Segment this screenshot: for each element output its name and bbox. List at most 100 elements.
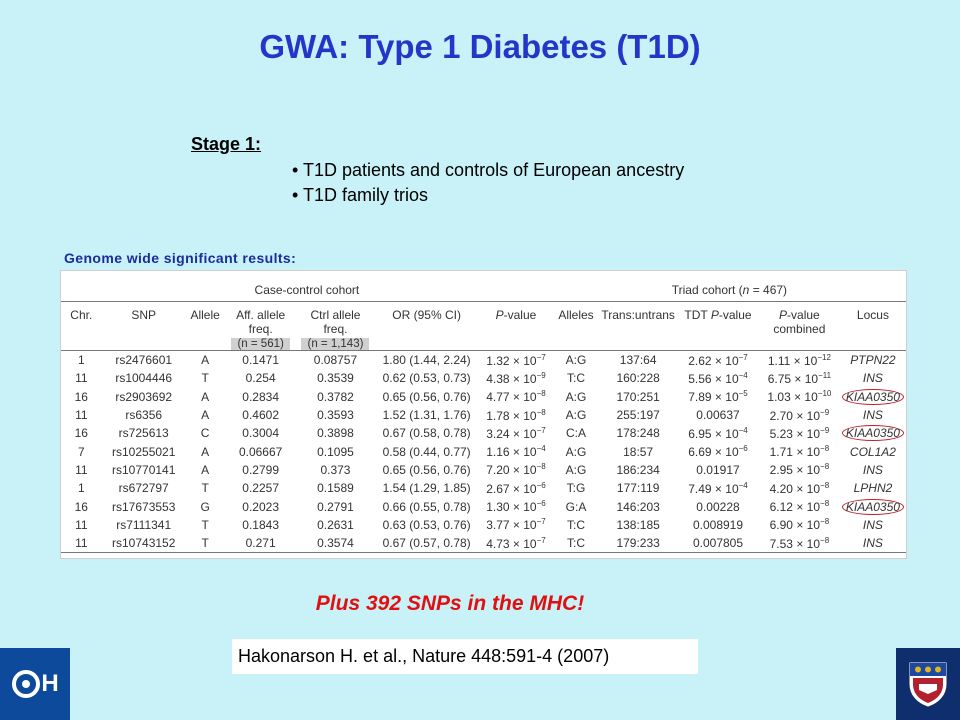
cell-ctrl-freq-text: 0.2631 xyxy=(317,517,354,532)
cell-ctrl-freq: 0.373 xyxy=(297,461,374,479)
cell-locus: INS xyxy=(840,369,906,387)
table-group-header: Case-control cohort Triad cohort (n = 46… xyxy=(61,271,906,302)
cell-or: 0.67 (0.57, 0.78) xyxy=(374,533,480,554)
cell-allele-text: T xyxy=(201,536,209,551)
cell-locus: KIAA0350 xyxy=(840,424,906,442)
cell-aff-freq-text: 0.4602 xyxy=(242,408,279,423)
cell-p-value: 4.38 × 10−9 xyxy=(479,369,553,387)
cell-tdt-p-text: 5.56 × 10 xyxy=(688,371,739,386)
cell-combined-p: 1.11 × 10−12 xyxy=(759,351,840,370)
cell-chr: 16 xyxy=(61,388,102,406)
locus-label-circled: KIAA0350 xyxy=(841,425,904,442)
cell-alleles: T:G xyxy=(553,479,599,497)
cell-combined-p: 2.70 × 10−9 xyxy=(759,406,840,424)
cell-combined-p: 1.03 × 10−10 xyxy=(759,388,840,406)
cell-combined-p: 6.75 × 10−11 xyxy=(759,369,840,387)
cell-aff-freq: 0.4602 xyxy=(225,406,297,424)
cell-tdt-p: 7.49 × 10−4 xyxy=(677,479,759,497)
cell-tdt-p-exponent: −5 xyxy=(738,389,748,399)
col-locus: Locus xyxy=(839,301,906,351)
cell-or: 1.52 (1.31, 1.76) xyxy=(374,406,479,424)
cell-alleles: A:G xyxy=(553,388,599,406)
cell-combined-p-exponent: −12 xyxy=(817,352,831,362)
col-chr: Chr. xyxy=(61,301,102,351)
cell-chr: 16 xyxy=(61,497,102,515)
cell-p-value: 4.77 × 10−8 xyxy=(479,388,553,406)
cell-p-value-exponent: −7 xyxy=(536,517,546,527)
stage-bullets: • T1D patients and controls of European … xyxy=(292,158,684,208)
cell-snp: rs17673553 xyxy=(102,497,186,515)
cell-combined-p-text: 7.53 × 10 xyxy=(769,536,821,551)
cell-allele: T xyxy=(185,533,225,554)
cell-or: 0.66 (0.55, 0.78) xyxy=(374,497,479,515)
cell-or-text: 1.52 (1.31, 1.76) xyxy=(382,408,471,423)
cell-allele: G xyxy=(186,497,225,515)
table-row: 11 rs10770141 A 0.2799 0.373 0.65 (0.56, 0.76… xyxy=(61,461,906,479)
cell-trans: 255:197 xyxy=(599,406,677,424)
cell-trans: 137:64 xyxy=(599,351,677,370)
cell-combined-p-exponent: −9 xyxy=(820,407,830,417)
locus-label: INS xyxy=(862,462,883,477)
cell-p-value: 3.77 × 10−7 xyxy=(479,516,553,534)
cell-trans: 177:119 xyxy=(599,479,677,497)
cell-or-text: 1.80 (1.44, 2.24) xyxy=(382,353,471,368)
cell-tdt-p: 6.95 × 10−4 xyxy=(677,424,759,442)
table-row: 11 rs1004446 T 0.254 0.3539 0.62 (0.53, 0.73)… xyxy=(61,369,906,387)
cell-chr-text: 1 xyxy=(77,481,85,496)
penn-shield-icon xyxy=(909,662,947,707)
cell-snp-text: rs10255021 xyxy=(112,444,176,459)
cell-or-text: 0.65 (0.56, 0.76) xyxy=(382,389,471,404)
cell-locus: PTPN22 xyxy=(840,351,906,370)
cell-or-text: 0.67 (0.58, 0.78) xyxy=(382,426,471,441)
cell-locus: INS xyxy=(840,461,906,479)
cell-p-value: 4.73 × 10−7 xyxy=(479,533,553,554)
cell-p-value-exponent: −8 xyxy=(536,389,546,399)
cell-alleles-text: T:G xyxy=(566,481,586,496)
cell-chr: 11 xyxy=(61,533,102,554)
cell-snp: rs10255021 xyxy=(102,442,186,460)
cell-alleles-text: A:G xyxy=(565,408,587,423)
cell-p-value: 1.32 × 10−7 xyxy=(479,351,553,370)
cell-combined-p-text: 6.75 × 10 xyxy=(767,371,819,386)
cell-trans-text: 179:233 xyxy=(616,536,660,551)
cell-allele-text: C xyxy=(200,426,210,441)
cell-tdt-p: 0.00637 xyxy=(677,406,759,424)
table-column-header: Chr. SNP Allele Aff. allele freq. (n = 5… xyxy=(61,301,906,351)
cell-alleles-text: G:A xyxy=(565,499,587,514)
cell-allele: A xyxy=(186,388,225,406)
cell-chr-text: 11 xyxy=(75,408,88,423)
cell-alleles-text: T:C xyxy=(567,536,585,551)
stage-label: Stage 1: xyxy=(191,134,262,154)
cell-combined-p: 6.90 × 10−8 xyxy=(759,516,840,534)
chop-logo: H xyxy=(0,648,70,720)
col-aff-freq: Aff. allele freq. (n = 561) xyxy=(224,301,297,351)
cell-chr-text: 11 xyxy=(75,536,88,551)
cell-ctrl-freq: 0.08757 xyxy=(297,351,374,370)
col-alleles: Alleles xyxy=(552,301,600,351)
cell-snp-text: rs2903692 xyxy=(115,389,173,404)
cell-allele-text: A xyxy=(201,444,210,459)
cell-or-text: 0.63 (0.53, 0.76) xyxy=(382,517,471,532)
cell-locus: INS xyxy=(840,516,906,534)
col-ctrl-freq: Ctrl allele freq. (n = 1,143) xyxy=(296,301,375,351)
cell-combined-p-exponent: −8 xyxy=(820,499,830,509)
cell-snp-text: rs725613 xyxy=(118,426,169,441)
cell-chr-text: 16 xyxy=(74,389,88,404)
cell-combined-p-exponent: −10 xyxy=(817,389,832,399)
cell-aff-freq-text: 0.06667 xyxy=(238,444,283,459)
table-row: 16 rs2903692 A 0.2834 0.3782 0.65 (0.56, 0.76… xyxy=(61,388,906,406)
cell-trans-text: 170:251 xyxy=(616,389,660,404)
cell-combined-p-text: 2.95 × 10 xyxy=(769,463,821,478)
cell-allele-text: T xyxy=(201,481,209,496)
col-combined-p: P-value combined xyxy=(758,301,840,351)
cell-snp-text: rs672797 xyxy=(118,481,169,496)
cell-p-value-text: 1.78 × 10 xyxy=(486,408,537,423)
cell-chr-text: 11 xyxy=(75,371,88,386)
cell-ctrl-freq-text: 0.3898 xyxy=(317,426,354,441)
cell-trans-text: 18:57 xyxy=(623,444,654,459)
cell-aff-freq: 0.2799 xyxy=(225,461,297,479)
cell-ctrl-freq-text: 0.373 xyxy=(320,462,351,477)
cell-allele-text: A xyxy=(201,389,210,404)
cell-tdt-p: 0.00228 xyxy=(677,497,759,515)
cell-p-value: 1.16 × 10−4 xyxy=(479,442,553,460)
